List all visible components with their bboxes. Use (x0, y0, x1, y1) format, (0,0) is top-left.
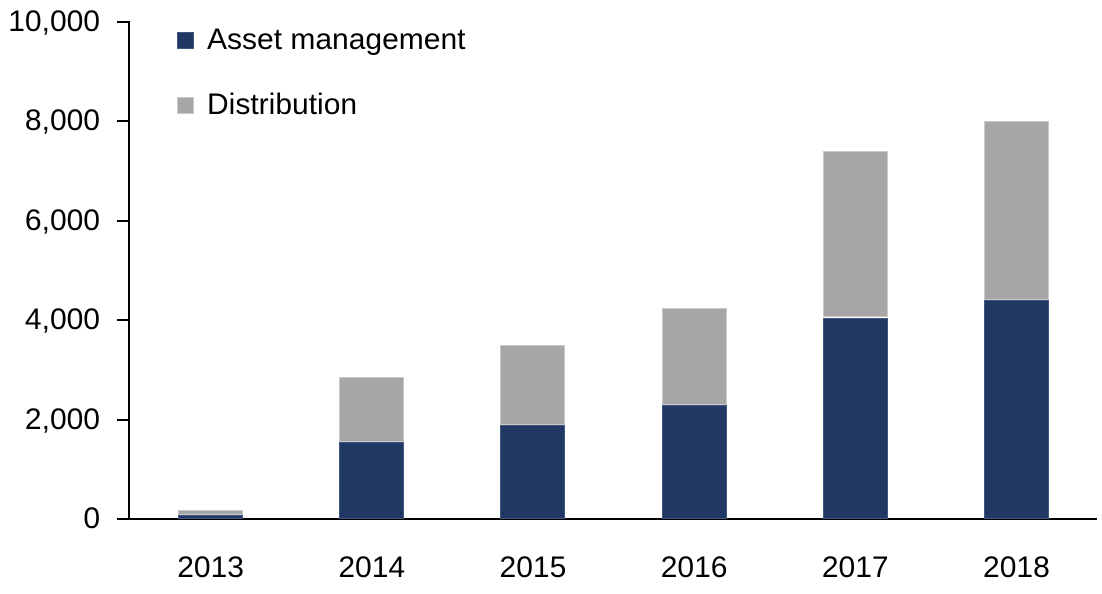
legend-label-distribution: Distribution (207, 88, 358, 121)
x-tick-label-2015: 2015 (499, 551, 567, 584)
legend-item-asset-management: Asset management (177, 23, 465, 57)
x-tick-label-2018: 2018 (983, 551, 1050, 584)
x-tick-label-2014: 2014 (338, 551, 406, 584)
y-tick-label: 8,000 (24, 104, 100, 138)
y-tick-label: 2,000 (24, 402, 100, 436)
bar-segment-2016-asset-management (661, 404, 727, 519)
bar-segment-2016-distribution (661, 307, 727, 405)
y-tick-mark (117, 219, 129, 222)
y-axis-line (128, 21, 130, 520)
legend-item-distribution: Distribution (177, 88, 357, 122)
bar-segment-2015-distribution (500, 345, 566, 426)
y-tick-label: 0 (83, 502, 100, 535)
y-tick-label: 6,000 (24, 203, 100, 237)
y-tick-mark (117, 21, 129, 23)
x-tick-label-2013: 2013 (177, 551, 244, 584)
y-tick-mark (117, 120, 129, 123)
legend-label-asset-management: Asset management (207, 23, 466, 56)
x-tick-label-2016: 2016 (660, 551, 728, 584)
x-axis-line (128, 518, 1097, 520)
legend-swatch-asset-management-icon (177, 31, 194, 49)
bar-segment-2018-asset-management (983, 300, 1049, 520)
bar-segment-2018-distribution (983, 121, 1049, 301)
bar-segment-2014-asset-management (339, 441, 405, 519)
y-tick-mark (117, 518, 129, 520)
y-tick-mark (117, 319, 129, 322)
x-tick-label-2017: 2017 (821, 551, 889, 584)
bar-segment-2013-asset-management (178, 514, 244, 519)
y-tick-label: 10,000 (8, 5, 100, 38)
bar-segment-2013-distribution (178, 509, 244, 515)
bar-segment-2017-asset-management (822, 317, 888, 519)
bar-segment-2017-distribution (822, 151, 888, 318)
y-tick-mark (117, 418, 129, 421)
y-tick-label: 4,000 (24, 303, 100, 337)
bar-segment-2015-asset-management (500, 424, 566, 519)
bar-segment-2014-distribution (339, 377, 405, 443)
legend-swatch-distribution-icon (177, 96, 194, 114)
